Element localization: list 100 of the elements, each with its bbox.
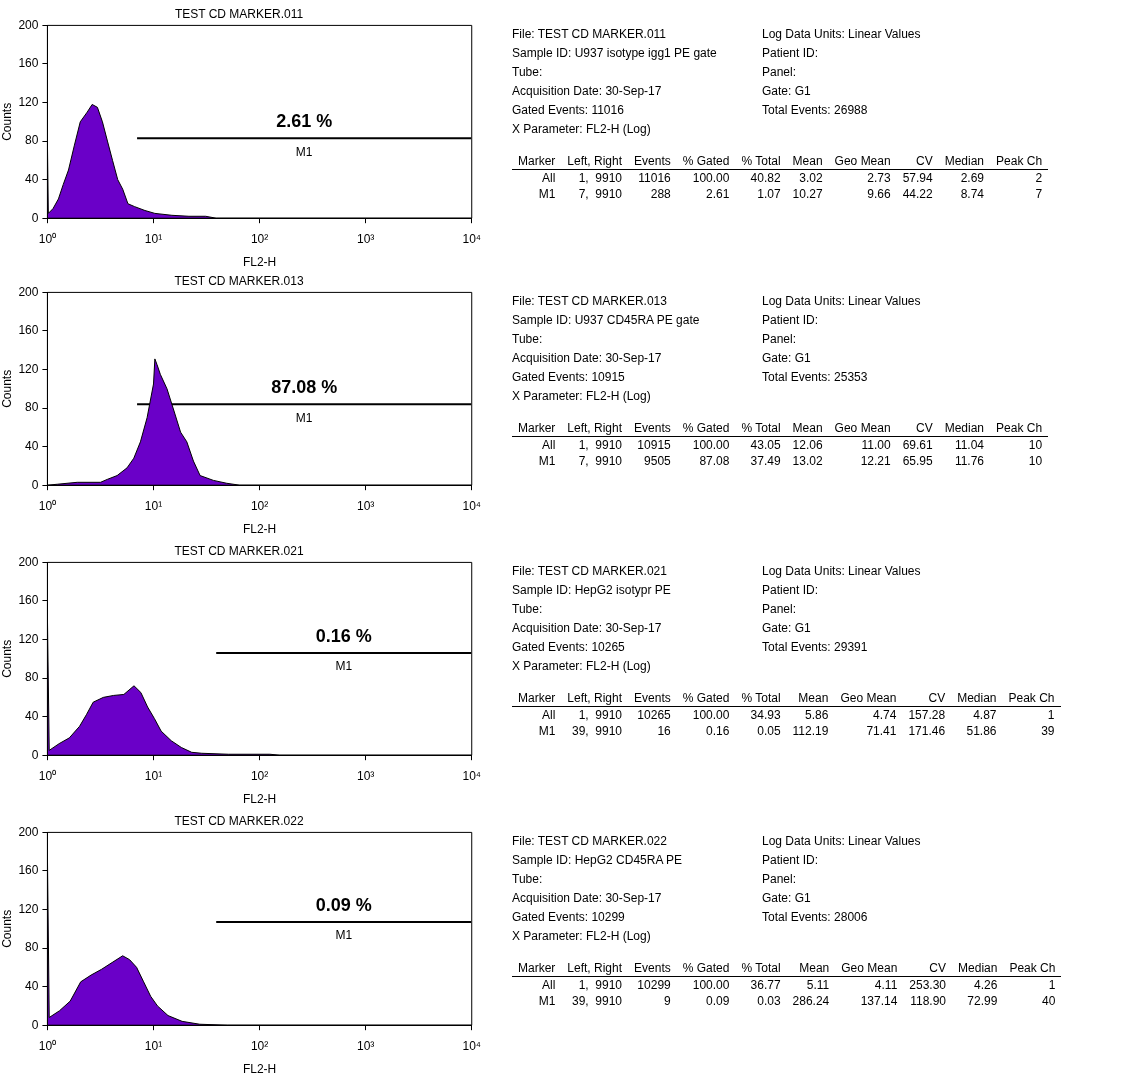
category-label: Left, Right xyxy=(561,420,629,437)
x-tick-label: 10¹ xyxy=(144,498,163,513)
x-tick-label: 10⁴ xyxy=(462,768,482,783)
text: 9 xyxy=(664,994,671,1008)
category-label: Geo Mean xyxy=(834,690,903,707)
series-label: M1 xyxy=(295,410,313,425)
text: 8.74 xyxy=(960,187,985,201)
text: 10299 xyxy=(637,978,671,992)
text: 72.99 xyxy=(967,994,998,1008)
text: 36.77 xyxy=(750,978,781,992)
text: 10 xyxy=(1028,438,1043,452)
text: Gate: G1 xyxy=(762,891,812,907)
annotation: 87.08 % xyxy=(271,377,338,398)
category-label: Mean xyxy=(786,420,829,437)
x-tick-label: 10⁰ xyxy=(38,1038,57,1053)
x-tick-label: 10² xyxy=(250,231,269,246)
category-label: % Total xyxy=(735,960,787,977)
x-tick-label: 10¹ xyxy=(144,1038,163,1053)
text: Total Events: 26988 xyxy=(762,103,869,119)
text: 43.05 xyxy=(750,438,781,452)
category-label: Peak Ch xyxy=(1003,960,1062,977)
text: 9505 xyxy=(644,454,671,468)
category-label: % Gated xyxy=(676,153,736,170)
text: 39, 9910 xyxy=(572,994,623,1008)
y-tick-label: 0 xyxy=(31,1017,39,1032)
text: 5.86 xyxy=(805,708,829,722)
text: Patient ID: xyxy=(762,46,820,62)
text: 0.03 xyxy=(757,994,781,1008)
text: Panel: xyxy=(762,332,798,348)
y-tick-label: 160 xyxy=(18,593,39,608)
chart-title: TEST CD MARKER.022 xyxy=(174,813,304,828)
text: All xyxy=(542,438,556,452)
category-label: CV xyxy=(896,153,939,170)
text: X Parameter: FL2-H (Log) xyxy=(512,389,652,405)
text: 112.19 xyxy=(792,724,829,738)
category-label: Geo Mean xyxy=(828,420,897,437)
category-label: Marker xyxy=(512,420,562,437)
category-label: Mean xyxy=(786,153,829,170)
text: M1 xyxy=(538,724,556,738)
x-tick-label: 10⁰ xyxy=(38,498,57,513)
category-label: Median xyxy=(951,690,1003,707)
text: 40 xyxy=(1042,994,1056,1008)
text: Gate: G1 xyxy=(762,84,812,100)
category-label: CV xyxy=(896,420,939,437)
text: 65.95 xyxy=(902,454,933,468)
x-tick-label: 10² xyxy=(250,1038,269,1053)
text: 2.69 xyxy=(960,171,985,185)
text: 37.49 xyxy=(750,454,781,468)
text: 1.07 xyxy=(757,187,781,201)
y-tick-label: 200 xyxy=(18,554,39,569)
category-label: Events xyxy=(628,153,677,170)
text: 0.09 xyxy=(706,994,730,1008)
text: X Parameter: FL2-H (Log) xyxy=(512,122,652,138)
category-label: Events xyxy=(628,960,677,977)
text: Tube: xyxy=(512,332,544,348)
series-label: M1 xyxy=(335,928,353,943)
text: 10.27 xyxy=(792,187,823,201)
y-tick-label: 0 xyxy=(31,747,39,762)
text: 11.00 xyxy=(861,438,891,452)
text: 34.93 xyxy=(750,708,781,722)
text: Tube: xyxy=(512,872,544,888)
x-tick-label: 10¹ xyxy=(144,231,163,246)
text: 87.08 xyxy=(699,454,730,468)
text: Total Events: 29391 xyxy=(762,640,869,656)
text: 11.76 xyxy=(954,454,985,468)
category-label: Geo Mean xyxy=(828,153,897,170)
category-label: Mean xyxy=(786,690,835,707)
series-label: M1 xyxy=(335,659,353,674)
category-label: Marker xyxy=(512,153,562,170)
category-label: Marker xyxy=(512,690,562,707)
text: X Parameter: FL2-H (Log) xyxy=(512,659,652,675)
text: 1 xyxy=(1048,978,1056,992)
text: 9.66 xyxy=(867,187,891,201)
text: 0.05 xyxy=(757,724,781,738)
y-tick-label: 40 xyxy=(25,438,39,453)
text: Gate: G1 xyxy=(762,621,812,637)
y-axis-title: Counts xyxy=(0,639,14,678)
category-label: % Gated xyxy=(676,420,736,437)
text: 57.94 xyxy=(902,171,933,185)
y-axis-title: Counts xyxy=(0,909,14,948)
x-tick-label: 10³ xyxy=(356,498,375,513)
x-tick-label: 10³ xyxy=(356,1038,375,1053)
text: 13.02 xyxy=(792,454,823,468)
chart-title: TEST CD MARKER.021 xyxy=(174,543,304,558)
category-label: Geo Mean xyxy=(835,960,904,977)
y-tick-label: 120 xyxy=(18,901,39,916)
text: 39, 9910 xyxy=(572,724,623,738)
text: Total Events: 28006 xyxy=(762,910,869,926)
category-label: % Gated xyxy=(676,960,736,977)
text: 7, 9910 xyxy=(578,187,623,201)
text: Tube: xyxy=(512,65,544,81)
text: 137.14 xyxy=(860,994,898,1008)
x-tick-label: 10⁴ xyxy=(462,231,482,246)
category-label: Left, Right xyxy=(561,153,629,170)
text: Panel: xyxy=(762,65,798,81)
text: Gated Events: 10299 xyxy=(512,910,626,926)
text: Gate: G1 xyxy=(762,351,812,367)
text: All xyxy=(542,708,556,722)
category-label: Median xyxy=(952,960,1004,977)
text: Log Data Units: Linear Values xyxy=(762,27,922,43)
